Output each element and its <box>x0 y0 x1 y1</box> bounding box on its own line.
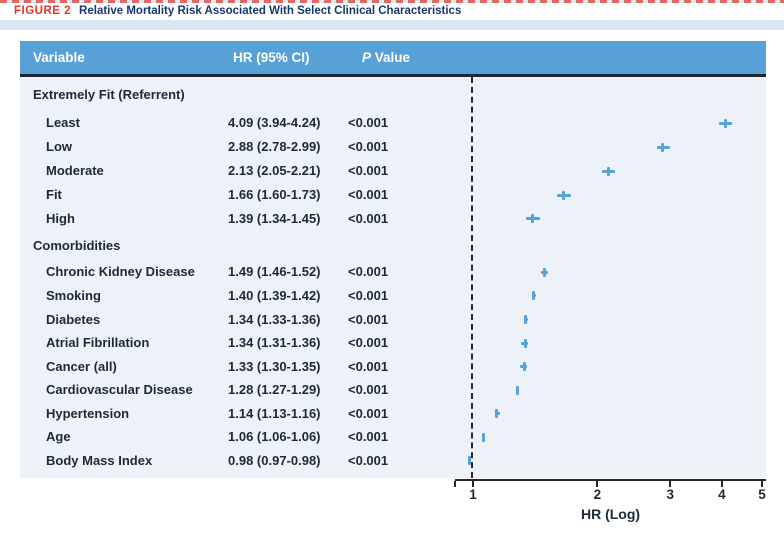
top-dashed-rule <box>0 0 784 3</box>
row-label: Smoking <box>46 287 101 303</box>
column-header-variable: Variable <box>33 50 85 65</box>
axis-tick-label-1: 1 <box>469 487 477 502</box>
point-estimate-moderate <box>607 166 611 176</box>
axis-tick-4 <box>720 481 723 487</box>
point-estimate-age <box>481 432 485 442</box>
row-hr-ci-value: 1.28 (1.27-1.29) <box>228 382 321 397</box>
row-label: Cancer (all) <box>46 358 117 374</box>
row-hr-ci-value: 1.39 (1.34-1.45) <box>228 210 321 226</box>
column-header-p-value: P Value <box>362 41 410 74</box>
point-estimate-fit <box>562 190 566 200</box>
row-p-value: <0.001 <box>348 187 389 202</box>
row-p-value: <0.001 <box>348 429 389 444</box>
row-p-value: <0.001 <box>348 382 389 397</box>
row-hr-ci-value: 2.13 (2.05-2.21) <box>228 163 321 178</box>
row-label: High <box>46 210 75 226</box>
row-label: Least <box>46 115 80 130</box>
row-hr-ci-value: 4.09 (3.94-4.24) <box>228 115 321 130</box>
row-p-value: <0.001 <box>348 405 389 421</box>
axis-tick-label-3: 3 <box>666 487 674 502</box>
row-label: Age <box>46 429 71 444</box>
caption-underline-band <box>0 20 784 30</box>
row-p-value: <0.001 <box>348 139 389 154</box>
axis-tick-label-2: 2 <box>593 487 602 502</box>
row-label: Diabetes <box>46 311 101 327</box>
point-estimate-smoking <box>531 291 535 300</box>
axis-start-tick <box>454 481 456 487</box>
row-label: Fit <box>46 187 62 202</box>
row-label: Low <box>46 139 72 154</box>
figure-title: Relative Mortality Risk Associated With … <box>79 5 462 17</box>
row-p-value: <0.001 <box>348 210 389 226</box>
point-estimate-chronic-kidney-disease <box>543 267 547 277</box>
row-p-value: <0.001 <box>348 163 389 178</box>
p-italic: P <box>362 50 372 65</box>
row-label: Body Mass Index <box>46 452 153 468</box>
row-p-value: <0.001 <box>348 358 389 374</box>
point-estimate-body-mass-index <box>467 456 471 465</box>
x-axis-line <box>455 479 766 481</box>
axis-tick-label-4: 4 <box>718 487 726 502</box>
axis-tick-2 <box>596 481 599 487</box>
point-estimate-diabetes <box>524 315 528 324</box>
table-header-bar <box>20 41 766 74</box>
axis-tick-1 <box>472 481 474 487</box>
row-hr-ci-value: 1.49 (1.46-1.52) <box>228 264 321 279</box>
row-p-value: <0.001 <box>348 452 389 468</box>
row-p-value: <0.001 <box>348 264 389 279</box>
row-p-value: <0.001 <box>348 335 389 350</box>
row-hr-ci-value: 1.40 (1.39-1.42) <box>228 287 321 303</box>
axis-tick-label-5: 5 <box>758 487 766 502</box>
row-p-value: <0.001 <box>348 115 389 130</box>
point-estimate-cancer-all- <box>522 362 526 371</box>
reference-line-hr-1 <box>471 77 473 478</box>
row-hr-ci-value: 0.98 (0.97-0.98) <box>228 452 321 468</box>
point-estimate-atrial-fibrillation <box>524 338 528 348</box>
row-p-value: <0.001 <box>348 311 389 327</box>
point-estimate-hypertension <box>495 409 499 418</box>
x-axis-label: HR (Log) <box>580 506 641 522</box>
row-label: Moderate <box>46 163 104 178</box>
axis-tick-3 <box>669 481 672 487</box>
row-label: Atrial Fibrillation <box>46 335 150 350</box>
figure-number-label: FIGURE 2 <box>14 5 72 17</box>
header-divider-line <box>20 74 766 77</box>
row-hr-ci-value: 1.66 (1.60-1.73) <box>228 187 321 202</box>
row-hr-ci-value: 2.88 (2.78-2.99) <box>228 139 321 154</box>
row-hr-ci-value: 1.34 (1.31-1.36) <box>228 335 321 350</box>
row-label: Comorbidities <box>33 237 121 253</box>
point-estimate-least <box>724 118 728 128</box>
row-hr-ci-value: 1.33 (1.30-1.35) <box>228 358 321 374</box>
row-label: Cardiovascular Disease <box>46 382 193 397</box>
row-p-value: <0.001 <box>348 287 389 303</box>
row-label: Extremely Fit (Referrent) <box>33 87 185 102</box>
row-label: Hypertension <box>46 405 130 421</box>
figure-caption: FIGURE 2 Relative Mortality Risk Associat… <box>14 3 461 19</box>
point-estimate-cardiovascular-disease <box>515 385 519 395</box>
p-rest: Value <box>374 50 411 65</box>
row-hr-ci-value: 1.06 (1.06-1.06) <box>228 429 321 444</box>
row-hr-ci-value: 1.14 (1.13-1.16) <box>228 405 321 421</box>
axis-tick-5 <box>760 481 763 487</box>
column-header-hr-ci: HR (95% CI) <box>233 50 310 65</box>
point-estimate-high <box>530 214 534 223</box>
row-label: Chronic Kidney Disease <box>46 264 195 279</box>
table-plot-background <box>20 77 766 478</box>
point-estimate-low <box>661 142 665 152</box>
row-hr-ci-value: 1.34 (1.33-1.36) <box>228 311 321 327</box>
